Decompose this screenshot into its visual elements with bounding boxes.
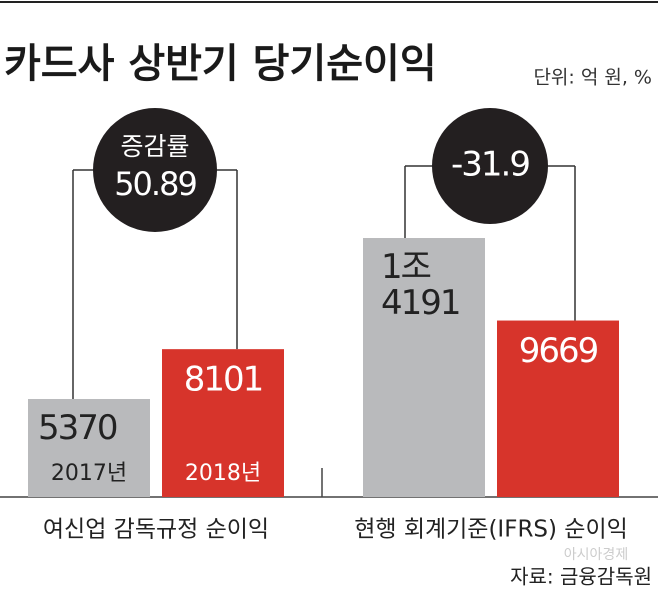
unit-label: 단위: 억 원, % <box>533 67 652 89</box>
annotation-circle <box>93 108 217 232</box>
legend-label: 2017년 <box>51 461 127 486</box>
bar <box>497 320 619 497</box>
value-label: 8101 <box>184 360 263 400</box>
x-tick-label: 현행 회계기준(IFRS) 순이익 <box>354 517 628 543</box>
watermark: 아시아경제 <box>564 547 628 563</box>
annotation-value: -31.9 <box>451 145 529 185</box>
value-label: 5370 <box>38 407 117 447</box>
annotation-label: 증감률 <box>120 132 189 161</box>
bar <box>162 349 284 497</box>
legend-label: 2018년 <box>185 461 261 486</box>
bar <box>363 238 485 497</box>
value-label: 9669 <box>519 331 598 371</box>
value-label: 1조 4191 <box>381 247 460 323</box>
annotation-value: 50.89 <box>114 165 196 203</box>
bar <box>28 398 150 497</box>
chart-title: 카드사 상반기 당기순이익 <box>4 41 437 87</box>
annotation-circle <box>432 108 548 224</box>
x-tick-label: 여신업 감독규정 순이익 <box>43 517 269 543</box>
source: 자료: 금융감독원 <box>510 565 652 589</box>
